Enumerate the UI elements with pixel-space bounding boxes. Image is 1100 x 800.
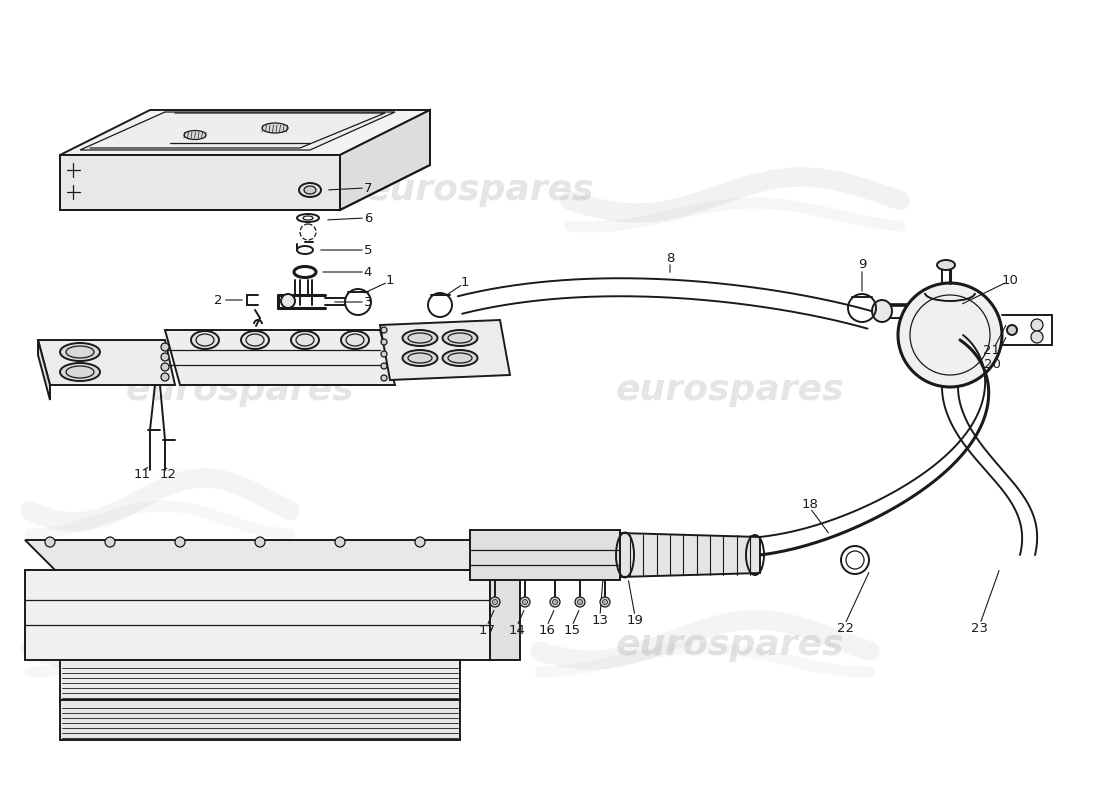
Polygon shape	[39, 340, 50, 400]
Circle shape	[522, 599, 528, 605]
Circle shape	[1006, 325, 1018, 335]
Circle shape	[575, 597, 585, 607]
Polygon shape	[490, 540, 520, 660]
Ellipse shape	[241, 331, 270, 349]
Circle shape	[415, 537, 425, 547]
Text: eurospares: eurospares	[616, 373, 845, 407]
Polygon shape	[620, 533, 760, 577]
Circle shape	[255, 537, 265, 547]
Text: 9: 9	[858, 258, 866, 271]
Text: 5: 5	[364, 243, 372, 257]
Circle shape	[104, 537, 116, 547]
Ellipse shape	[442, 350, 477, 366]
Circle shape	[161, 363, 169, 371]
Text: 3: 3	[364, 295, 372, 309]
Circle shape	[1031, 319, 1043, 331]
Circle shape	[490, 597, 500, 607]
Circle shape	[520, 597, 530, 607]
Text: eurospares: eurospares	[125, 373, 354, 407]
Text: 4: 4	[364, 266, 372, 278]
Ellipse shape	[304, 186, 316, 194]
Text: 19: 19	[627, 614, 644, 626]
Polygon shape	[379, 320, 510, 380]
Polygon shape	[25, 540, 520, 570]
Circle shape	[381, 351, 387, 357]
Text: 13: 13	[592, 614, 608, 626]
Text: 7: 7	[364, 182, 372, 194]
Text: 21: 21	[983, 343, 1001, 357]
Polygon shape	[25, 570, 490, 660]
Polygon shape	[470, 530, 620, 580]
Text: 16: 16	[539, 623, 556, 637]
Text: 12: 12	[160, 469, 176, 482]
Text: 18: 18	[802, 498, 818, 511]
Circle shape	[161, 343, 169, 351]
Polygon shape	[340, 110, 430, 210]
Circle shape	[45, 537, 55, 547]
Polygon shape	[60, 660, 460, 700]
Polygon shape	[60, 700, 460, 740]
Circle shape	[578, 599, 583, 605]
Text: 23: 23	[971, 622, 989, 634]
Ellipse shape	[191, 331, 219, 349]
Ellipse shape	[299, 183, 321, 197]
Circle shape	[552, 599, 558, 605]
Ellipse shape	[403, 350, 438, 366]
Circle shape	[603, 599, 607, 605]
Polygon shape	[80, 112, 395, 150]
Text: 11: 11	[133, 469, 151, 482]
Text: eurospares: eurospares	[365, 173, 594, 207]
Circle shape	[381, 327, 387, 333]
Ellipse shape	[184, 130, 206, 139]
Ellipse shape	[292, 331, 319, 349]
Text: 22: 22	[836, 622, 854, 634]
Circle shape	[550, 597, 560, 607]
Ellipse shape	[442, 330, 477, 346]
Polygon shape	[39, 340, 175, 385]
Circle shape	[475, 537, 485, 547]
Polygon shape	[60, 110, 430, 155]
Circle shape	[161, 373, 169, 381]
Ellipse shape	[872, 300, 892, 322]
Text: 20: 20	[983, 358, 1000, 371]
Text: 8: 8	[666, 251, 674, 265]
Ellipse shape	[60, 343, 100, 361]
Text: eurospares: eurospares	[616, 628, 845, 662]
Circle shape	[336, 537, 345, 547]
Circle shape	[381, 363, 387, 369]
Ellipse shape	[262, 123, 288, 133]
Text: 17: 17	[478, 623, 495, 637]
Text: 10: 10	[1002, 274, 1019, 286]
Polygon shape	[165, 330, 395, 385]
Ellipse shape	[403, 330, 438, 346]
Text: 1: 1	[386, 274, 394, 286]
Text: 1: 1	[461, 275, 470, 289]
Text: eurospares: eurospares	[125, 628, 354, 662]
Polygon shape	[60, 155, 340, 210]
PathPatch shape	[458, 278, 872, 329]
Text: 15: 15	[563, 623, 581, 637]
Text: 14: 14	[508, 623, 526, 637]
Circle shape	[381, 339, 387, 345]
Circle shape	[381, 375, 387, 381]
Circle shape	[1031, 331, 1043, 343]
Text: 6: 6	[364, 211, 372, 225]
Circle shape	[493, 599, 497, 605]
Circle shape	[161, 353, 169, 361]
Text: 2: 2	[213, 294, 222, 306]
Circle shape	[600, 597, 610, 607]
Circle shape	[898, 283, 1002, 387]
Circle shape	[175, 537, 185, 547]
Ellipse shape	[937, 260, 955, 270]
Ellipse shape	[60, 363, 100, 381]
Ellipse shape	[341, 331, 368, 349]
Circle shape	[280, 294, 295, 308]
